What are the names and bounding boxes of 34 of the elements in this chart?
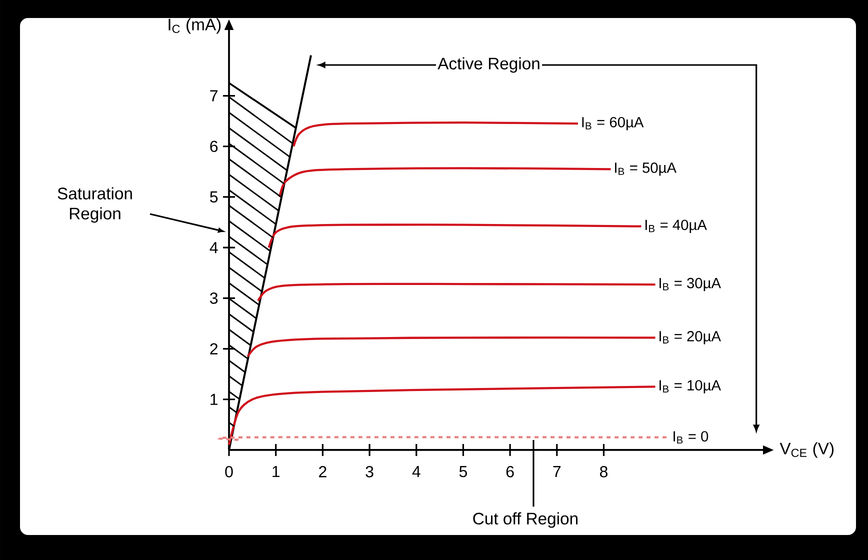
series-label: I$_{B}$ = 20µA <box>660 331 721 344</box>
x-tick-label: 1 <box>272 466 280 478</box>
y-tick-label: 6 <box>210 140 218 152</box>
y-tick-label: 1 <box>210 394 218 405</box>
annotation: Active Region <box>438 57 540 73</box>
series-label: I$_{B}$ = 0 <box>674 431 708 444</box>
series-label: I$_{B}$ = 50µA <box>615 162 676 176</box>
series-label: I$_{B}$ = 30µA <box>660 278 721 292</box>
text: Saturation Region <box>58 187 132 223</box>
x-tick-label: 8 <box>600 466 608 478</box>
line-series <box>268 224 642 249</box>
series-label: I$_{B}$ = 40µA <box>646 220 707 233</box>
y-tick-label: 5 <box>210 191 218 203</box>
y-tick-label: 7 <box>210 90 218 102</box>
line-series <box>292 122 580 148</box>
series-label: I$_{B}$ = 60µA <box>582 116 644 130</box>
y-axis-title: I$_{C}$ (mA) <box>168 18 221 34</box>
line-series <box>256 282 656 302</box>
annotation: Cut off Region <box>473 512 578 528</box>
line-series <box>246 336 656 358</box>
x-tick-label: 4 <box>412 466 420 478</box>
x-tick-label: 7 <box>553 466 561 478</box>
x-tick-label: 6 <box>506 466 514 478</box>
x-axis-title: V$_{CE}$ (V) <box>780 442 834 458</box>
line-series <box>278 167 612 198</box>
y-tick-label: 4 <box>210 242 218 254</box>
y-tick-label: 3 <box>210 292 218 304</box>
series-label: I$_{B}$ = 10µA <box>660 380 721 394</box>
y-tick-label: 2 <box>210 343 218 354</box>
x-tick-label: 0 <box>225 466 233 478</box>
x-tick-label: 3 <box>366 466 374 478</box>
x-tick-label: 2 <box>319 466 326 478</box>
x-tick-label: 5 <box>459 466 467 478</box>
line-series <box>228 386 656 446</box>
